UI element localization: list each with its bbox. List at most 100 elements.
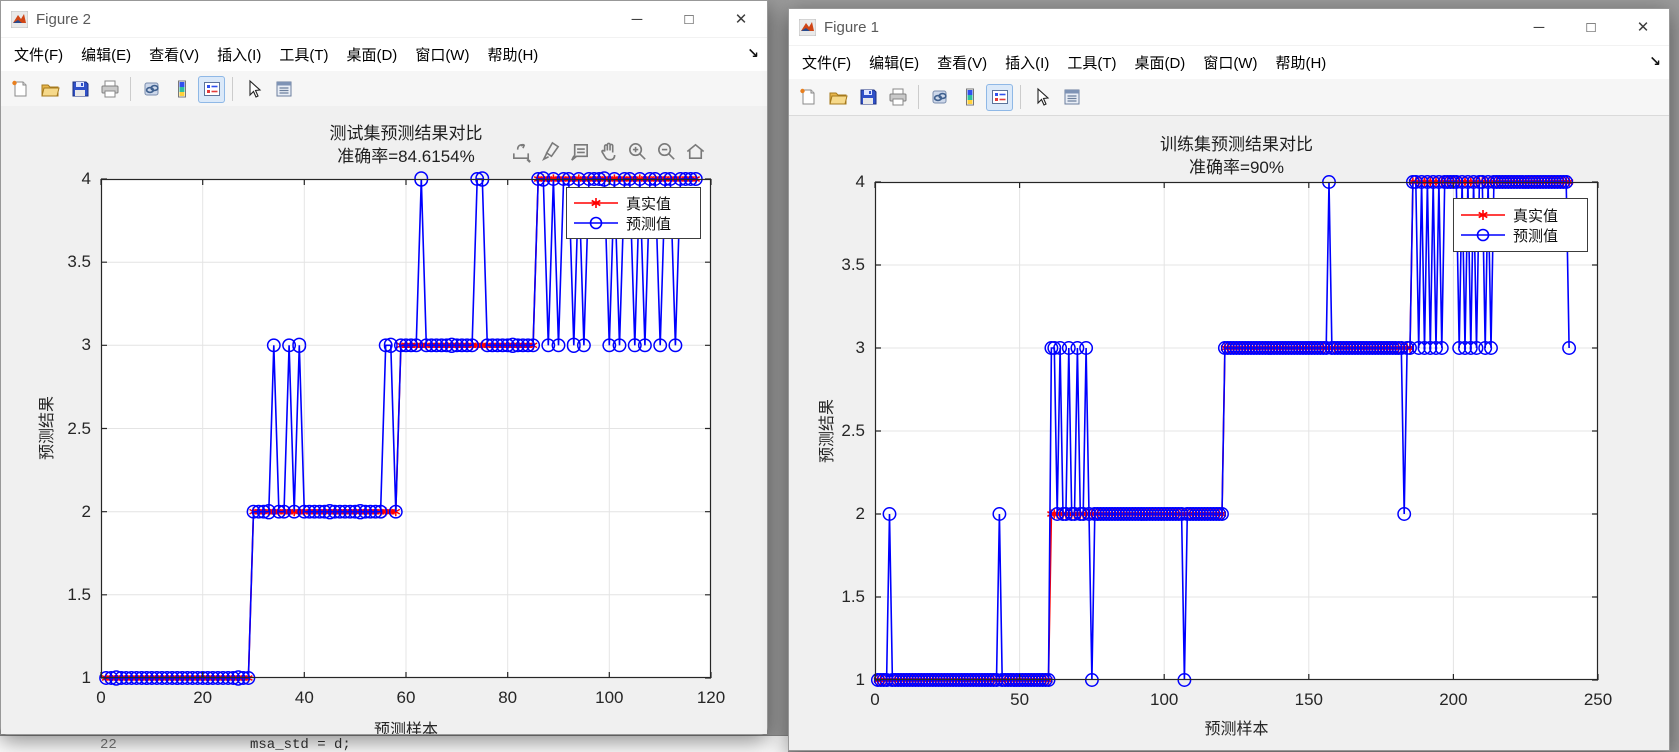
menu-item-3[interactable]: 插入(I) xyxy=(217,47,262,64)
minimize-button[interactable]: ─ xyxy=(631,10,643,28)
property-inspector-button[interactable] xyxy=(1058,84,1085,111)
plot-subtitle: 准确率=90% xyxy=(1189,158,1284,177)
restore-view-icon[interactable] xyxy=(683,139,708,164)
link-plot-button[interactable] xyxy=(926,84,953,111)
x-tick-label: 0 xyxy=(870,690,880,709)
menubar: 文件(F) 编辑(E) 查看(V) 插入(I) 工具(T) 桌面(D) 窗口(W) 帮助(H)… xyxy=(789,45,1669,79)
window-title: Figure 1 xyxy=(824,18,880,36)
plot-area[interactable] xyxy=(99,171,712,686)
open-file-button[interactable] xyxy=(36,76,63,103)
pan-icon[interactable] xyxy=(596,139,621,164)
zoom-out-icon[interactable] xyxy=(654,139,679,164)
save-figure-button[interactable] xyxy=(854,84,881,111)
new-figure-button[interactable] xyxy=(794,84,821,111)
plot-area[interactable] xyxy=(870,175,1599,687)
titlebar[interactable]: Figure 1 ─ □ ✕ xyxy=(789,9,1669,45)
legend[interactable]: 真实值 预测值 xyxy=(566,187,701,239)
insert-legend-icon xyxy=(203,82,220,96)
figure-window-1: Figure 1 ─ □ ✕ 文件(F) 编辑(E) 查看(V) 插入(I) 工具(T)… xyxy=(788,8,1670,751)
window-title: Figure 2 xyxy=(36,10,92,28)
new-figure-icon xyxy=(11,80,26,97)
datatips-icon[interactable] xyxy=(567,139,592,164)
plot-title: 测试集预测结果对比 xyxy=(329,124,483,143)
minimize-button[interactable]: ─ xyxy=(1533,18,1545,36)
y-axis-label: 预测结果 xyxy=(39,395,56,461)
x-tick-label: 150 xyxy=(1294,690,1323,709)
legend-pred-marker xyxy=(1461,228,1505,242)
menu-item-0[interactable]: 文件(F) xyxy=(802,55,852,72)
edit-plot-button[interactable] xyxy=(1028,84,1055,111)
matlab-figure-icon xyxy=(799,18,816,36)
legend-true-label: 真实值 xyxy=(626,195,672,213)
y-tick-label: 2 xyxy=(855,504,865,523)
open-file-button[interactable] xyxy=(824,84,851,111)
export-icon[interactable] xyxy=(509,139,534,164)
toolbar-separator xyxy=(918,85,919,109)
menu-overflow-icon[interactable]: ↘ xyxy=(747,45,759,61)
menu-item-7[interactable]: 帮助(H) xyxy=(487,47,539,64)
legend[interactable]: 真实值 预测值 xyxy=(1453,198,1588,252)
y-tick-label: 3 xyxy=(81,335,91,355)
figure-window-2: Figure 2 ─ □ ✕ 文件(F) 编辑(E) 查看(V) 插入(I) 工具(T)… xyxy=(0,0,768,735)
menu-item-6[interactable]: 窗口(W) xyxy=(1203,55,1258,72)
insert-legend-button[interactable] xyxy=(198,75,225,103)
legend-pred-marker xyxy=(574,216,618,230)
save-figure-button[interactable] xyxy=(66,76,93,103)
edit-plot-button[interactable] xyxy=(240,76,267,103)
edit-plot-icon xyxy=(248,79,261,98)
zoom-in-icon[interactable] xyxy=(625,139,650,164)
menu-item-4[interactable]: 工具(T) xyxy=(279,47,329,64)
plot-subtitle: 准确率=84.6154% xyxy=(337,147,475,166)
x-tick-label: 40 xyxy=(294,688,314,707)
insert-colorbar-button[interactable] xyxy=(956,84,983,111)
matlab-figure-icon xyxy=(11,10,28,28)
close-button[interactable]: ✕ xyxy=(1636,19,1650,36)
figure-canvas[interactable]: 训练集预测结果对比 准确率=90% 预测结果 预测样本 真实值 预测值 0 50 1… xyxy=(789,117,1669,750)
insert-colorbar-button[interactable] xyxy=(168,76,195,103)
background-editor-strip[interactable]: 22 msa_std = d; xyxy=(0,735,788,752)
menu-item-6[interactable]: 窗口(W) xyxy=(415,47,470,64)
menu-item-0[interactable]: 文件(F) xyxy=(14,47,64,64)
menu-item-1[interactable]: 编辑(E) xyxy=(869,55,920,72)
x-tick-label: 50 xyxy=(1010,690,1030,709)
editor-code-snippet: msa_std = d; xyxy=(250,737,351,752)
print-figure-button[interactable] xyxy=(884,84,911,111)
insert-legend-button[interactable] xyxy=(986,83,1013,111)
save-figure-icon xyxy=(860,89,876,105)
edit-plot-icon xyxy=(1036,87,1049,106)
legend-entry-true: 真实值 xyxy=(573,193,691,213)
y-tick-label: 4 xyxy=(81,169,91,188)
legend-entry-true: 真实值 xyxy=(1460,205,1578,225)
close-button[interactable]: ✕ xyxy=(734,11,748,28)
y-tick-label: 2 xyxy=(81,501,91,521)
print-figure-button[interactable] xyxy=(96,76,123,103)
menu-item-2[interactable]: 查看(V) xyxy=(937,55,988,72)
menu-item-7[interactable]: 帮助(H) xyxy=(1275,55,1327,72)
menu-overflow-icon[interactable]: ↘ xyxy=(1649,53,1661,69)
x-tick-label: 100 xyxy=(595,688,624,707)
brush-icon[interactable] xyxy=(538,139,563,164)
link-plot-button[interactable] xyxy=(138,76,165,103)
y-tick-label: 2.5 xyxy=(67,418,91,438)
legend-true-marker xyxy=(574,198,618,208)
figure-canvas[interactable]: 测试集预测结果对比 准确率=84.6154% xyxy=(1,106,767,734)
insert-legend-icon xyxy=(991,90,1008,104)
insert-colorbar-icon xyxy=(177,80,186,98)
plot-title-block: 训练集预测结果对比 准确率=90% xyxy=(875,133,1598,179)
menu-item-3[interactable]: 插入(I) xyxy=(1005,55,1050,72)
menu-item-4[interactable]: 工具(T) xyxy=(1067,55,1117,72)
property-inspector-button[interactable] xyxy=(270,76,297,103)
legend-entry-pred: 预测值 xyxy=(1460,225,1578,245)
menu-item-5[interactable]: 桌面(D) xyxy=(346,47,398,64)
menu-item-1[interactable]: 编辑(E) xyxy=(81,47,132,64)
maximize-button[interactable]: □ xyxy=(1586,18,1596,36)
link-plot-icon xyxy=(144,82,159,96)
menu-item-5[interactable]: 桌面(D) xyxy=(1134,55,1186,72)
plot-title-block: 测试集预测结果对比 准确率=84.6154% xyxy=(101,122,711,168)
menu-item-2[interactable]: 查看(V) xyxy=(149,47,200,64)
maximize-button[interactable]: □ xyxy=(684,10,694,28)
new-figure-button[interactable] xyxy=(6,76,33,103)
x-tick-label: 100 xyxy=(1150,690,1179,709)
toolbar-separator xyxy=(130,77,131,101)
titlebar[interactable]: Figure 2 ─ □ ✕ xyxy=(1,1,767,37)
